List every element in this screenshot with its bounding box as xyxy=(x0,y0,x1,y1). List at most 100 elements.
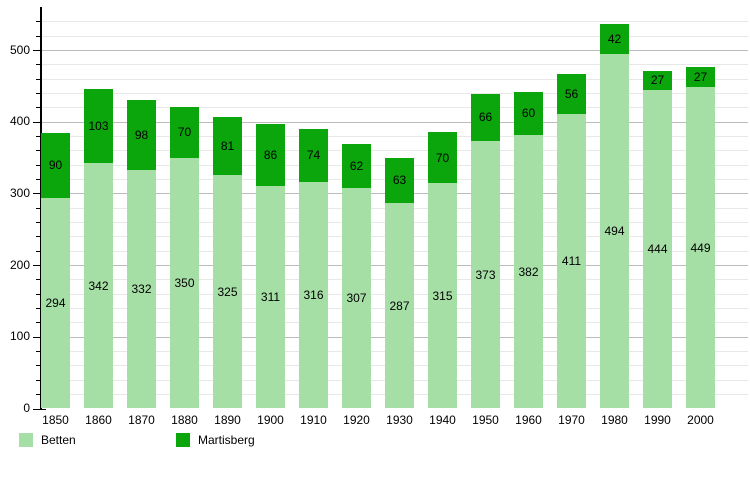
y-minor-tick xyxy=(36,207,40,209)
x-axis-label: 1960 xyxy=(515,413,542,427)
x-axis-label: 1930 xyxy=(386,413,413,427)
y-minor-tick xyxy=(36,279,40,281)
x-axis-label: 1990 xyxy=(644,413,671,427)
y-major-tick xyxy=(33,408,46,410)
y-minor-tick xyxy=(36,351,40,353)
bar-value-label-betten: 294 xyxy=(45,296,66,311)
bar-value-label-betten: 411 xyxy=(561,254,582,269)
x-axis-label: 2000 xyxy=(687,413,714,427)
bar-segment-betten xyxy=(256,185,285,409)
bar-segment-martisberg xyxy=(170,107,199,158)
y-minor-tick xyxy=(36,308,40,310)
bar-segment-betten xyxy=(557,113,586,409)
y-minor-tick xyxy=(36,21,40,23)
bar-value-label-martisberg: 66 xyxy=(478,110,493,125)
betten-legend-swatch xyxy=(19,433,33,447)
bar-segment-martisberg xyxy=(471,93,500,142)
legend-item-martisberg: Martisberg xyxy=(176,433,255,447)
x-axis-label: 1850 xyxy=(42,413,69,427)
bar-value-label-betten: 325 xyxy=(217,284,238,299)
bar-segment-betten xyxy=(514,134,543,409)
gridline-minor xyxy=(42,93,748,95)
y-minor-tick xyxy=(36,35,40,37)
bar-segment-martisberg xyxy=(643,70,672,91)
y-minor-tick xyxy=(36,379,40,381)
bar-value-label-betten: 444 xyxy=(647,242,668,257)
bar-value-label-betten: 332 xyxy=(131,282,152,297)
bar-value-label-martisberg: 60 xyxy=(521,106,536,121)
x-axis-label: 1940 xyxy=(429,413,456,427)
bar-value-label-martisberg: 98 xyxy=(134,128,149,143)
bar-value-label-martisberg: 27 xyxy=(693,69,708,84)
gridline-minor xyxy=(42,150,748,152)
bar-value-label-betten: 307 xyxy=(346,291,367,306)
bar-segment-betten xyxy=(213,175,242,409)
bar-value-label-martisberg: 86 xyxy=(263,147,278,162)
bar-value-label-martisberg: 62 xyxy=(349,159,364,174)
bar-value-label-martisberg: 42 xyxy=(607,32,622,47)
bar-value-label-betten: 315 xyxy=(432,288,453,303)
bar-segment-betten xyxy=(686,86,715,409)
martisberg-legend-label: Martisberg xyxy=(198,433,255,447)
bar-value-label-martisberg: 90 xyxy=(48,158,63,173)
bar-segment-martisberg xyxy=(213,117,242,176)
bar-segment-betten xyxy=(84,163,113,409)
bar-segment-martisberg xyxy=(514,91,543,135)
bar-segment-betten xyxy=(41,197,70,409)
bar-value-label-betten: 350 xyxy=(174,276,195,291)
bar-value-label-betten: 311 xyxy=(260,290,281,304)
y-axis-label: 200 xyxy=(9,257,30,272)
y-axis-label: 100 xyxy=(9,329,30,344)
bar-segment-martisberg xyxy=(84,89,113,164)
bar-segment-betten xyxy=(643,90,672,409)
bar-value-label-betten: 287 xyxy=(389,298,410,313)
bar-value-label-betten: 494 xyxy=(604,224,625,239)
gridline-minor xyxy=(42,107,748,109)
betten-legend-label: Betten xyxy=(41,433,76,447)
bar-segment-betten xyxy=(600,54,629,409)
bar-segment-martisberg xyxy=(428,132,457,183)
bar-value-label-martisberg: 56 xyxy=(564,86,579,101)
y-minor-tick xyxy=(36,164,40,166)
legend-item-betten: Betten xyxy=(19,433,76,447)
bar-value-label-martisberg: 81 xyxy=(220,139,235,154)
x-axis-label: 1900 xyxy=(257,413,284,427)
x-axis-label: 1870 xyxy=(128,413,155,427)
gridline-minor xyxy=(42,78,748,80)
y-major-tick xyxy=(33,121,40,123)
bar-segment-martisberg xyxy=(127,100,156,171)
y-minor-tick xyxy=(36,64,40,66)
y-minor-tick xyxy=(36,236,40,238)
bar-value-label-betten: 373 xyxy=(475,267,496,282)
bar-value-label-martisberg: 70 xyxy=(177,125,192,140)
y-minor-tick xyxy=(36,107,40,109)
martisberg-legend-swatch xyxy=(176,433,190,447)
bar-value-label-betten: 449 xyxy=(690,240,711,255)
y-minor-tick xyxy=(36,322,40,324)
x-axis-label: 1970 xyxy=(558,413,585,427)
x-axis-label: 1890 xyxy=(214,413,241,427)
bar-segment-martisberg xyxy=(256,123,285,186)
bar-value-label-martisberg: 70 xyxy=(435,150,450,165)
bar-value-label-martisberg: 74 xyxy=(306,148,321,163)
y-major-tick xyxy=(33,193,40,195)
y-minor-tick xyxy=(36,179,40,181)
bar-segment-betten xyxy=(299,181,328,409)
gridline-minor xyxy=(42,136,748,138)
x-axis-label: 1950 xyxy=(472,413,499,427)
bar-segment-martisberg xyxy=(686,67,715,87)
y-major-tick xyxy=(33,336,40,338)
gridline-major xyxy=(42,121,748,123)
bar-segment-betten xyxy=(342,188,371,409)
bar-segment-martisberg xyxy=(385,157,414,203)
y-minor-tick xyxy=(36,365,40,367)
bar-segment-betten xyxy=(471,141,500,409)
y-major-tick xyxy=(33,50,40,51)
bar-segment-martisberg xyxy=(299,128,328,182)
bar-segment-betten xyxy=(127,170,156,409)
gridline-major xyxy=(42,50,748,51)
gridline-minor xyxy=(42,35,748,37)
bar-segment-betten xyxy=(170,157,199,409)
bar-segment-martisberg xyxy=(41,133,70,198)
